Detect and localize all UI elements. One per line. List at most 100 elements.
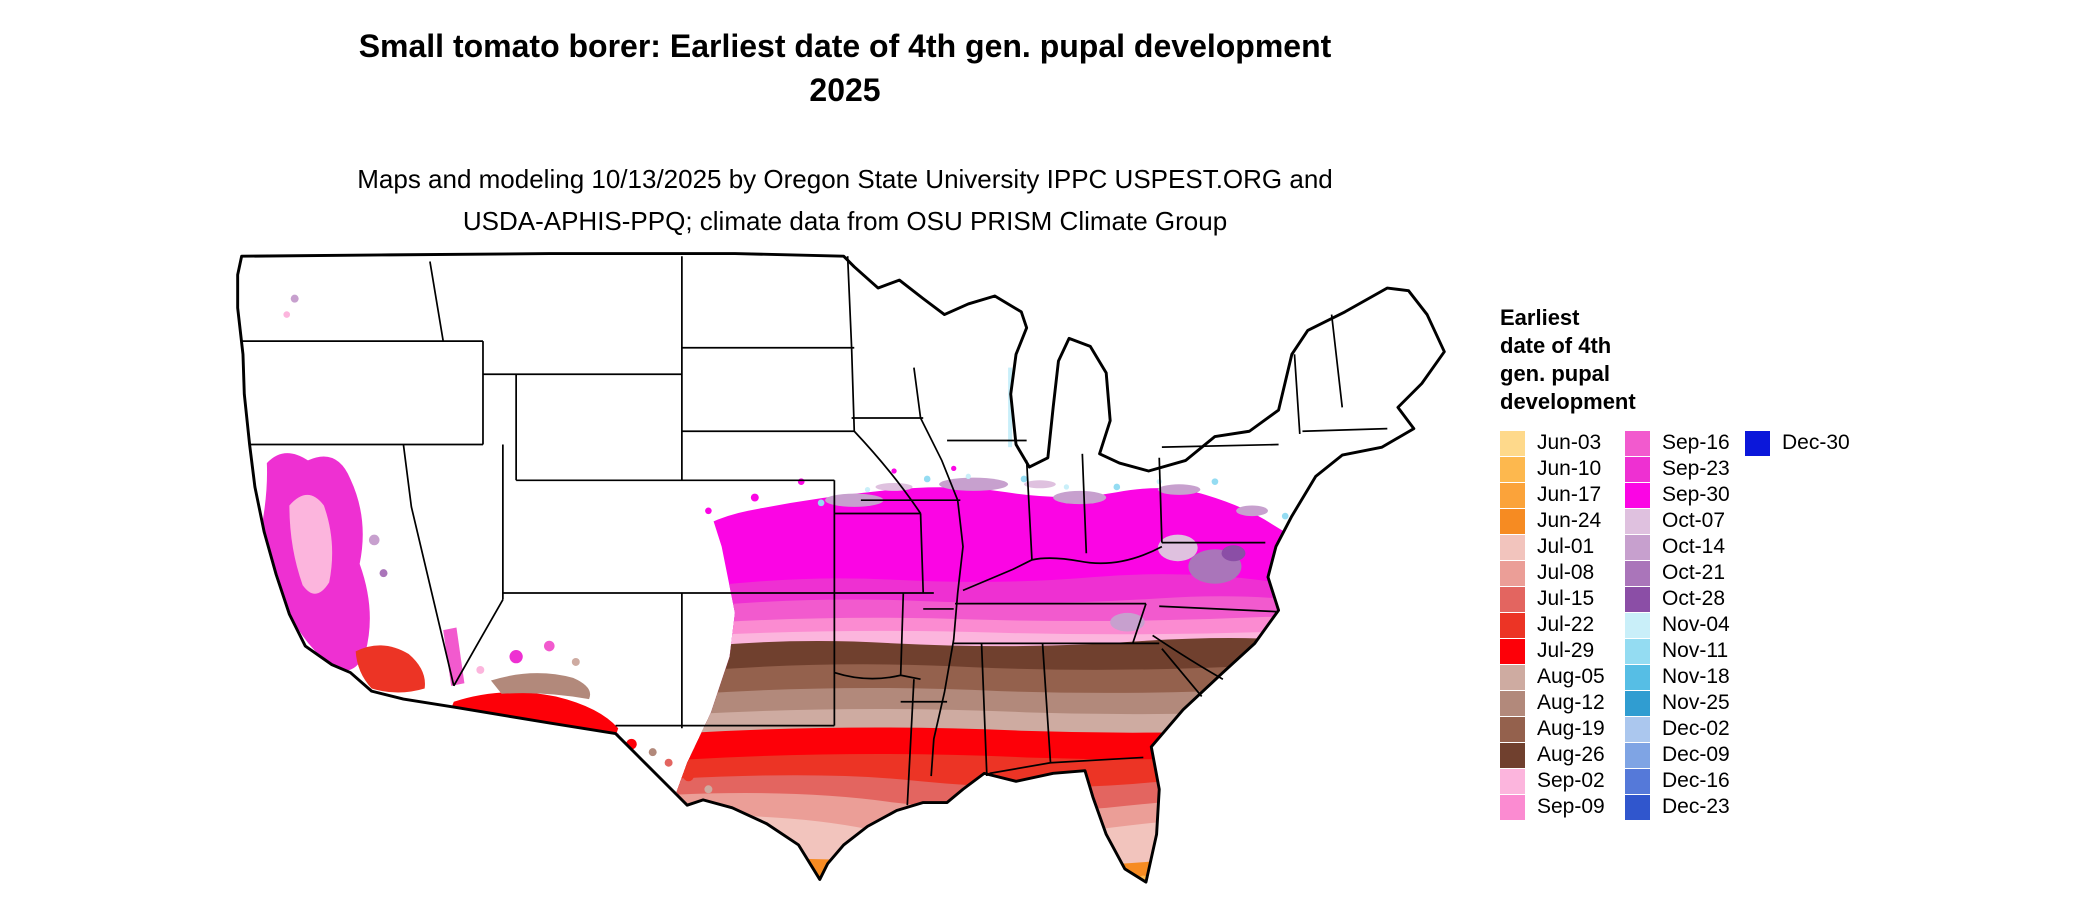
legend-swatch <box>1625 482 1650 508</box>
legend-item: Dec-23 <box>1625 794 1745 820</box>
legend-swatch <box>1625 534 1650 560</box>
legend-item: Aug-26 <box>1500 742 1625 768</box>
legend-swatch <box>1500 716 1525 742</box>
figure-subtitle-line1: Maps and modeling 10/13/2025 by Oregon S… <box>357 164 1333 194</box>
legend-item: Jun-24 <box>1500 508 1625 534</box>
legend-swatch <box>1500 430 1525 456</box>
legend-item: Jun-03 <box>1500 430 1625 456</box>
cyan-speck <box>923 475 931 483</box>
legend-item: Nov-04 <box>1625 612 1745 638</box>
lavender-fringe <box>1053 490 1107 505</box>
legend-item-label: Jul-15 <box>1537 587 1595 610</box>
legend-item: Oct-14 <box>1625 534 1745 560</box>
cyan-speck <box>1063 484 1070 490</box>
virginia-dark-purple-blob <box>1221 545 1246 562</box>
legend-swatch <box>1625 508 1650 534</box>
us-map-svg <box>236 252 1446 884</box>
central-valley-region <box>289 494 333 594</box>
us-land-group <box>237 253 1445 883</box>
legend-item-label: Aug-12 <box>1537 691 1605 714</box>
sierra-speck <box>379 569 388 578</box>
legend-item-label: Jul-29 <box>1537 639 1595 662</box>
legend-item: Jul-29 <box>1500 638 1625 664</box>
legend-title-line: date of 4th <box>1500 333 1612 358</box>
legend-swatch <box>1625 430 1650 456</box>
legend-swatch <box>1500 768 1525 794</box>
legend-swatch <box>1500 690 1525 716</box>
cyan-speck <box>1281 512 1289 520</box>
legend-item-label: Jul-08 <box>1537 561 1595 584</box>
legend-item: Jun-10 <box>1500 456 1625 482</box>
legend-item-label: Nov-11 <box>1662 639 1729 662</box>
legend-item-label: Oct-28 <box>1662 587 1726 610</box>
legend-swatch <box>1745 430 1770 456</box>
legend-item: Jul-22 <box>1500 612 1625 638</box>
washington-speck <box>283 311 291 318</box>
appalachian-purple-regions <box>1110 534 1246 632</box>
legend-item-label: Oct-14 <box>1662 535 1726 558</box>
legend-item-label: Oct-21 <box>1662 561 1726 584</box>
legend-item: Sep-23 <box>1625 456 1745 482</box>
legend-item-label: Nov-18 <box>1662 665 1730 688</box>
socal-red-region <box>355 645 425 693</box>
legend-swatch <box>1500 508 1525 534</box>
legend-swatch <box>1500 534 1525 560</box>
band-jul-01 <box>676 810 1445 883</box>
new-mexico-speck <box>664 758 673 767</box>
legend-item-label: Oct-07 <box>1662 509 1726 532</box>
legend-item-label: Aug-19 <box>1537 717 1605 740</box>
legend-item-label: Dec-09 <box>1662 743 1730 766</box>
cyan-speck <box>965 473 971 479</box>
cyan-speck <box>817 499 825 507</box>
legend-item-label: Sep-09 <box>1537 795 1605 818</box>
legend-swatch <box>1625 638 1650 664</box>
legend-title-line: gen. pupal <box>1500 361 1610 386</box>
legend-swatch <box>1500 482 1525 508</box>
legend-item-label: Dec-02 <box>1662 717 1730 740</box>
colorado-river-strip <box>443 627 465 686</box>
legend-swatch <box>1500 586 1525 612</box>
legend-item-label: Jun-17 <box>1537 483 1602 506</box>
legend-item: Nov-25 <box>1625 690 1745 716</box>
lavender-fringe <box>1157 484 1201 495</box>
legend-item: Jun-17 <box>1500 482 1625 508</box>
legend-item-label: Sep-23 <box>1662 457 1730 480</box>
legend-item: Sep-02 <box>1500 768 1625 794</box>
west-coast-regions <box>260 294 713 794</box>
cyan-speck <box>1113 483 1121 491</box>
magenta-speck <box>705 507 712 515</box>
pale-fringe <box>875 482 913 491</box>
figure-subtitle-line2: USDA-APHIS-PPQ; climate data from OSU PR… <box>462 206 1228 236</box>
legend-swatch <box>1625 664 1650 690</box>
state-borders <box>241 256 1388 806</box>
arizona-speck <box>543 640 555 652</box>
legend: Earliest date of 4th gen. pupal development… <box>1500 304 2060 820</box>
legend-item: Jul-08 <box>1500 560 1625 586</box>
legend-swatch <box>1625 768 1650 794</box>
legend-title: Earliest date of 4th gen. pupal development <box>1500 304 2060 416</box>
cyan-speck <box>1020 475 1028 483</box>
legend-item: Sep-16 <box>1625 430 1745 456</box>
legend-swatch <box>1500 456 1525 482</box>
new-mexico-speck <box>648 748 657 757</box>
legend-item-label: Aug-05 <box>1537 665 1605 688</box>
legend-item: Sep-09 <box>1500 794 1625 820</box>
legend-item: Aug-12 <box>1500 690 1625 716</box>
legend-swatch <box>1625 586 1650 612</box>
legend-item: Dec-30 <box>1745 430 1870 456</box>
legend-swatch <box>1500 794 1525 820</box>
legend-item-label: Sep-16 <box>1662 431 1730 454</box>
legend-swatch <box>1625 612 1650 638</box>
west-texas-speck <box>683 770 694 782</box>
magenta-speck <box>750 493 759 502</box>
legend-item: Nov-11 <box>1625 638 1745 664</box>
legend-item-label: Dec-23 <box>1662 795 1730 818</box>
arizona-speck <box>509 650 523 664</box>
legend-item: Jul-15 <box>1500 586 1625 612</box>
arizona-speck <box>571 657 580 666</box>
washington-speck <box>290 294 299 303</box>
legend-item-label: Aug-26 <box>1537 743 1605 766</box>
lavender-fringe <box>1236 505 1268 517</box>
legend-swatch <box>1625 560 1650 586</box>
legend-title-line: development <box>1500 389 1636 414</box>
